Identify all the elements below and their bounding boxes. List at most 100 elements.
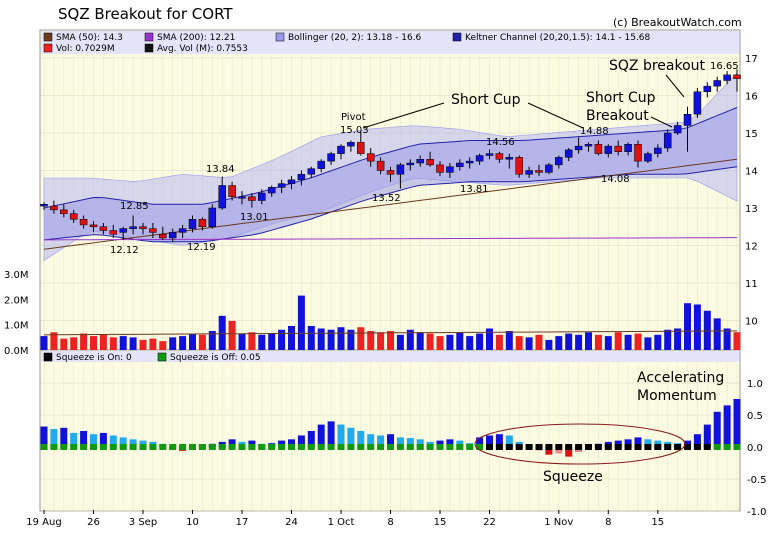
- squeeze-dot: [604, 444, 612, 450]
- candle-body: [614, 145, 622, 152]
- candle-body: [129, 226, 137, 229]
- svg-text:Avg. Vol (M): 0.7553: Avg. Vol (M): 0.7553: [157, 44, 248, 54]
- squeeze-dot: [664, 444, 672, 450]
- volume-bar: [377, 332, 385, 350]
- squeeze-dot: [456, 444, 464, 450]
- price-label: 13.01: [240, 212, 269, 223]
- momentum-bar: [634, 437, 642, 447]
- momentum-tick-label: -0.5: [747, 475, 767, 486]
- momentum-bar: [654, 440, 662, 447]
- squeeze-dot: [654, 444, 662, 450]
- squeeze-dot: [466, 444, 474, 450]
- volume-bar: [149, 338, 157, 350]
- squeeze-dot: [713, 444, 721, 450]
- volume-tick-label: 2.0M: [4, 295, 29, 306]
- squeeze-dot: [238, 444, 246, 450]
- x-tick-label: 17: [236, 517, 249, 528]
- squeeze-dot: [486, 444, 493, 450]
- candle-body: [535, 170, 543, 173]
- momentum-bar: [99, 432, 107, 447]
- candle-body: [505, 157, 514, 160]
- volume-bar: [654, 334, 662, 350]
- squeeze-dot: [129, 444, 137, 450]
- volume-tick-label: 1.0M: [4, 321, 29, 332]
- volume-bar: [288, 325, 295, 350]
- momentum-bar: [446, 439, 454, 447]
- annot-short-cup: Short Cup: [451, 92, 521, 108]
- price-label: 12.85: [120, 201, 149, 212]
- annot-accel-line2: Momentum: [637, 388, 717, 404]
- squeeze-dot: [208, 444, 216, 450]
- squeeze-dot: [297, 444, 305, 450]
- squeeze-dot: [139, 444, 147, 450]
- squeeze-dot: [674, 444, 682, 450]
- candle-body: [663, 132, 672, 149]
- squeeze-dot: [585, 444, 592, 450]
- volume-bar: [327, 329, 335, 350]
- candle-body: [564, 149, 573, 158]
- volume-bar: [109, 337, 117, 350]
- volume-bar: [495, 334, 503, 350]
- squeeze-dot: [317, 444, 325, 450]
- squeeze-dot: [337, 444, 345, 450]
- squeeze-dot: [644, 444, 652, 450]
- volume-bar: [396, 334, 404, 350]
- volume-bar: [70, 337, 78, 350]
- candle-body: [287, 179, 296, 184]
- squeeze-dot: [505, 444, 513, 450]
- price-tick-label: 12: [745, 242, 758, 253]
- momentum-bar: [644, 439, 652, 447]
- momentum-bar: [278, 440, 286, 447]
- avg-volume-line: [43, 330, 738, 336]
- squeeze-dot: [624, 444, 632, 450]
- volume-bar: [664, 329, 672, 350]
- momentum-bar: [614, 440, 622, 447]
- annot-pivot-value: 15.03: [340, 125, 369, 136]
- volume-bar: [40, 336, 48, 350]
- volume-bar: [218, 315, 226, 350]
- price-label: 16.65: [710, 61, 739, 72]
- squeeze-dot: [446, 444, 454, 450]
- squeeze-dot: [60, 444, 68, 450]
- volume-bar: [644, 337, 652, 350]
- squeeze-dot: [149, 444, 157, 450]
- squeeze-dot: [189, 444, 196, 450]
- squeeze-dot: [50, 444, 58, 450]
- momentum-tick-label: 1.0: [747, 379, 763, 390]
- price-label: 14.08: [601, 174, 630, 185]
- momentum-bar: [337, 424, 345, 447]
- candle-body: [337, 145, 345, 154]
- candle-body: [495, 153, 504, 160]
- volume-bar: [585, 332, 592, 350]
- volume-tick-label: 0.0M: [4, 346, 29, 357]
- squeeze-dot: [248, 444, 256, 450]
- candle-body: [366, 153, 375, 162]
- squeeze-dot: [476, 444, 484, 450]
- volume-bar: [50, 332, 58, 350]
- candle-body: [683, 114, 692, 126]
- momentum-bar: [80, 431, 88, 447]
- momentum-bar: [684, 440, 691, 447]
- volume-bar: [604, 336, 612, 350]
- volume-bar: [208, 331, 216, 350]
- momentum-bar: [288, 439, 295, 447]
- x-tick-label: 24: [285, 517, 298, 528]
- candle-body: [634, 144, 642, 162]
- momentum-bar: [693, 434, 701, 447]
- momentum-bar: [248, 440, 256, 447]
- svg-text:Bollinger (20, 2): 13.18 - 16.: Bollinger (20, 2): 13.18 - 16.6: [288, 33, 422, 43]
- legend-avg-volume: Avg. Vol (M): 0.7553: [144, 43, 248, 54]
- annot-sqz-breakout: SQZ breakout: [609, 58, 706, 74]
- momentum-bar: [733, 399, 741, 447]
- legend-sma50: SMA (50): 14.3: [43, 32, 123, 43]
- squeeze-dot: [119, 444, 127, 450]
- squeeze-dot: [40, 444, 48, 450]
- momentum-bar: [406, 438, 414, 447]
- squeeze-dot: [406, 444, 414, 450]
- volume-bar: [733, 332, 741, 350]
- candle-body: [446, 166, 454, 173]
- legend-sma200: SMA (200): 12.21: [144, 32, 235, 43]
- svg-text:Squeeze is On: 0: Squeeze is On: 0: [56, 353, 132, 363]
- volume-bar: [476, 333, 484, 350]
